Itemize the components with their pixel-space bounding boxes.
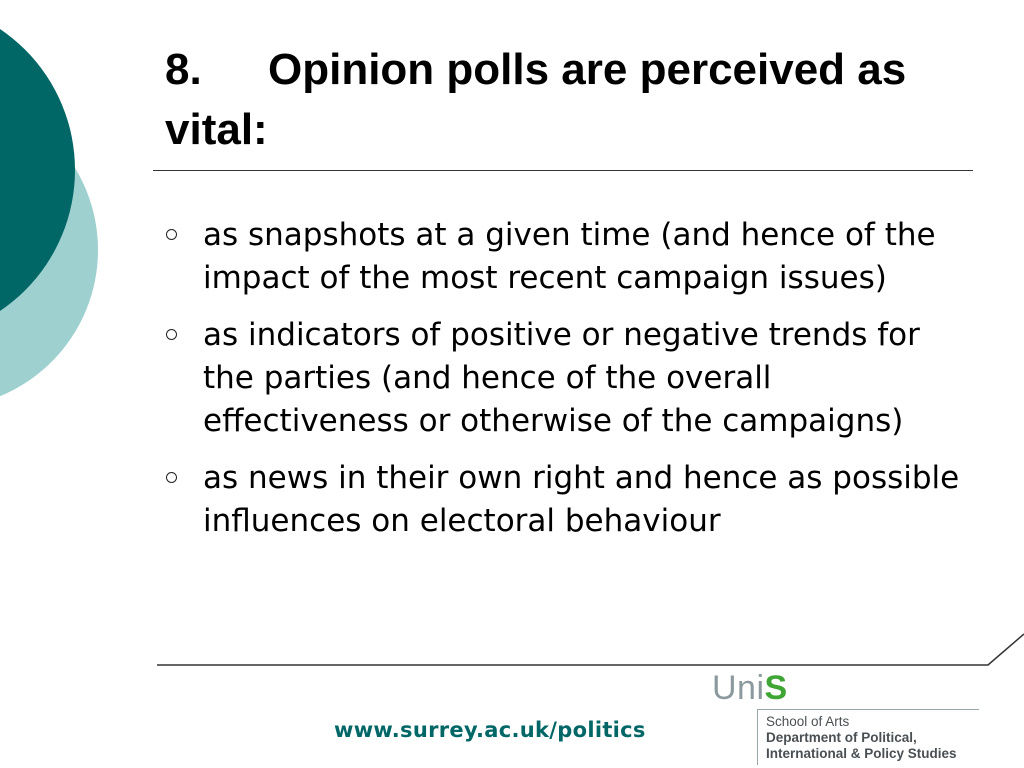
dark-teal-circle: [0, 29, 75, 311]
bullet-item: as indicators of positive or negative tr…: [160, 314, 960, 443]
hollow-circle-bullet-icon: [166, 229, 177, 240]
bullet-list: as snapshots at a given time (and hence …: [160, 214, 960, 557]
hollow-circle-bullet-icon: [166, 472, 177, 483]
department-box: School of Arts Department of Political, …: [757, 709, 979, 765]
decorative-circles: [0, 29, 98, 397]
bullet-text: as snapshots at a given time (and hence …: [203, 217, 936, 296]
bullet-text: as news in their own right and hence as …: [203, 460, 960, 539]
slide-title: 8. Opinion polls are perceived as vital:: [165, 40, 995, 160]
bullet-item: as snapshots at a given time (and hence …: [160, 214, 960, 300]
title-text: Opinion polls are perceived as vital:: [165, 45, 907, 154]
bullet-item: as news in their own right and hence as …: [160, 457, 960, 543]
website-link[interactable]: www.surrey.ac.uk/politics: [334, 718, 646, 742]
logo-s-text: S: [764, 669, 788, 707]
logo-uni-text: Uni: [712, 669, 765, 707]
school-name: School of Arts: [766, 714, 850, 729]
title-divider: [153, 170, 973, 171]
department-line-1: Department of Political,: [766, 730, 917, 745]
unis-logo: UniS: [712, 670, 788, 706]
title-number: 8.: [165, 45, 202, 94]
bullet-text: as indicators of positive or negative tr…: [203, 317, 920, 439]
hollow-circle-bullet-icon: [166, 329, 177, 340]
department-line-2: International & Policy Studies: [766, 746, 957, 761]
footer-divider: [157, 633, 1024, 666]
